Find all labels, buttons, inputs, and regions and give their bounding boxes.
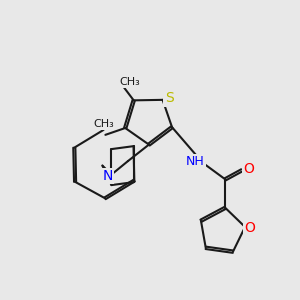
Text: S: S bbox=[165, 91, 174, 105]
Text: O: O bbox=[243, 162, 254, 176]
Text: N: N bbox=[103, 169, 113, 183]
Text: O: O bbox=[244, 221, 255, 236]
Text: CH₃: CH₃ bbox=[119, 77, 140, 87]
Text: NH: NH bbox=[186, 155, 205, 168]
Text: CH₃: CH₃ bbox=[94, 119, 114, 129]
